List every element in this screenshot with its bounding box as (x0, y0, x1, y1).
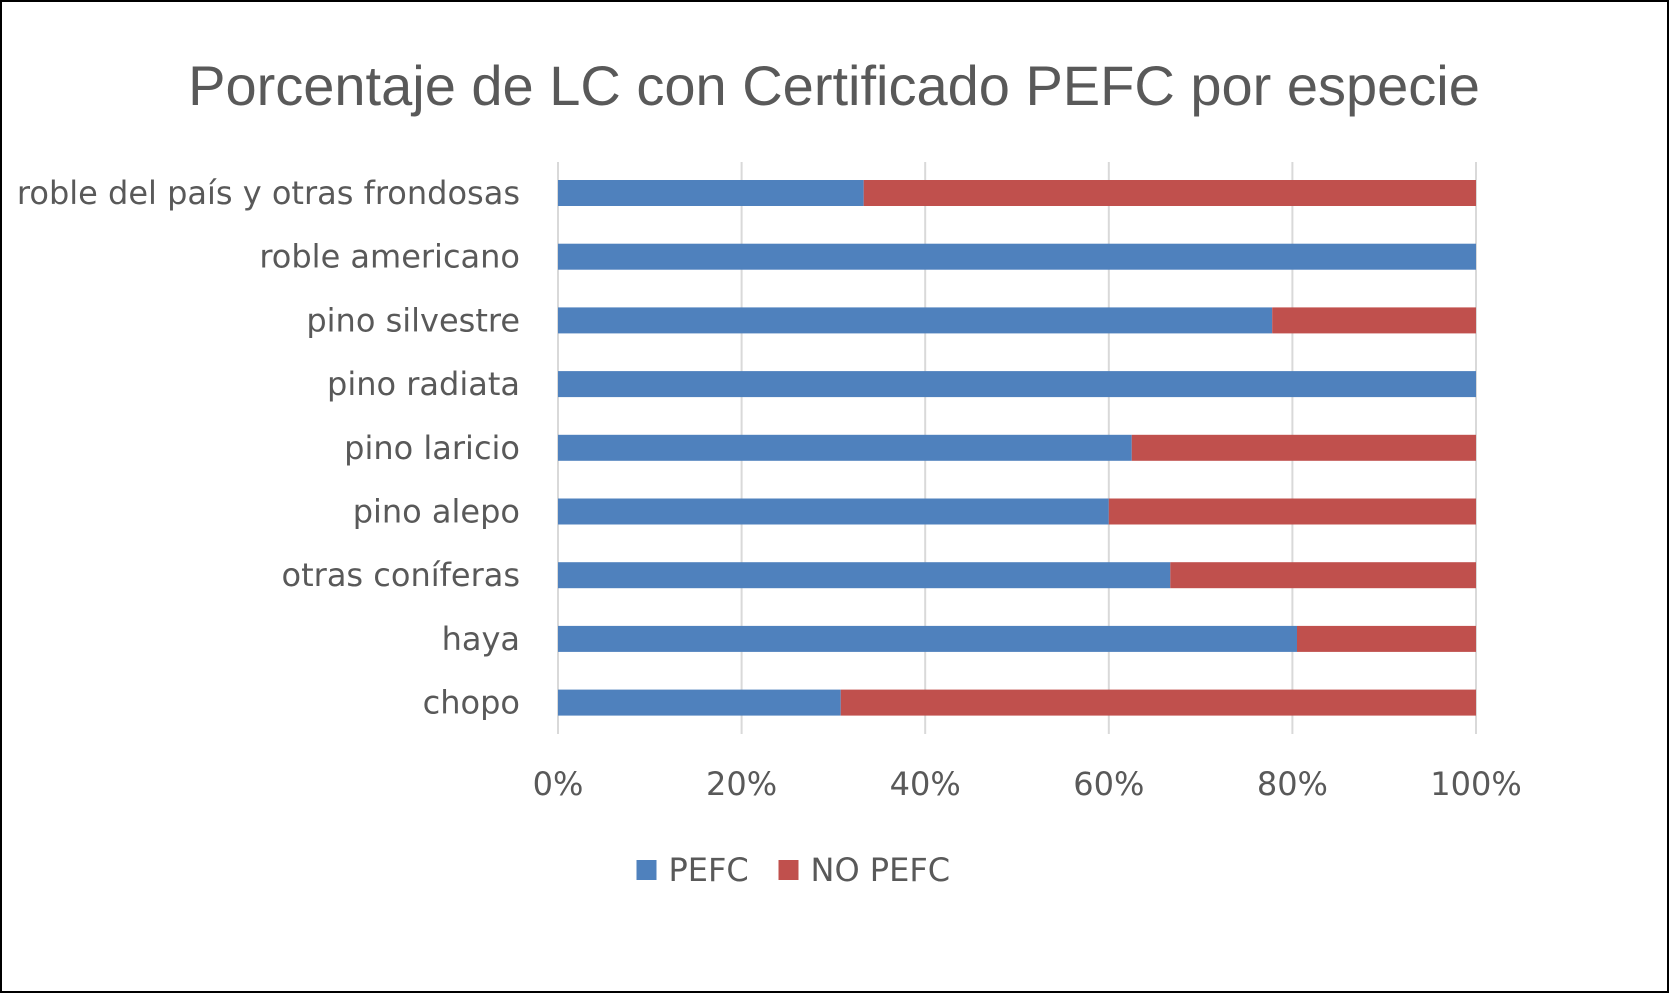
legend-swatch-no-pefc (778, 860, 799, 880)
bar-no-pefc (863, 180, 1476, 206)
bar-pefc (558, 562, 1171, 589)
x-tick-label: 0% (533, 765, 584, 803)
category-label: pino silvestre (306, 301, 520, 339)
legend-swatch-pefc (636, 860, 657, 880)
bar-no-pefc (1272, 307, 1476, 334)
legend-label: NO PEFC (811, 851, 951, 889)
bar-pefc (558, 498, 1109, 525)
bar-no-pefc (1296, 625, 1476, 652)
bar-no-pefc (1170, 562, 1476, 589)
x-tick-label: 40% (890, 765, 961, 803)
category-label: pino radiata (327, 365, 520, 403)
category-label: pino laricio (344, 429, 520, 467)
category-label: haya (442, 620, 520, 658)
bar-pefc (558, 689, 841, 716)
x-tick-label: 20% (706, 765, 777, 803)
bar-pefc (558, 243, 1476, 270)
category-labels: roble del país y otras frondosas roble am… (17, 174, 520, 722)
bar-no-pefc (840, 689, 1476, 716)
bar-no-pefc (1131, 434, 1476, 461)
category-label: roble americano (259, 238, 520, 276)
category-label: chopo (423, 684, 520, 722)
legend-label: PEFC (669, 851, 749, 889)
legend: PEFC NO PEFC (636, 851, 951, 889)
bar-pefc (558, 371, 1476, 398)
bar-pefc (558, 307, 1273, 334)
category-label: pino alepo (353, 493, 520, 531)
category-label: roble del país y otras frondosas (17, 174, 520, 212)
bar-no-pefc (1108, 498, 1476, 525)
category-label: otras coníferas (282, 556, 520, 594)
x-axis-tick-labels: 0% 20% 40% 60% 80% 100% (533, 765, 1522, 803)
bars (558, 180, 1476, 716)
x-tick-label: 100% (1430, 765, 1521, 803)
chart-title: Porcentaje de LC con Certificado PEFC po… (188, 54, 1480, 117)
bar-pefc (558, 180, 864, 206)
x-tick-label: 60% (1073, 765, 1144, 803)
bar-pefc (558, 625, 1297, 652)
x-tick-label: 80% (1257, 765, 1328, 803)
bar-pefc (558, 434, 1132, 461)
